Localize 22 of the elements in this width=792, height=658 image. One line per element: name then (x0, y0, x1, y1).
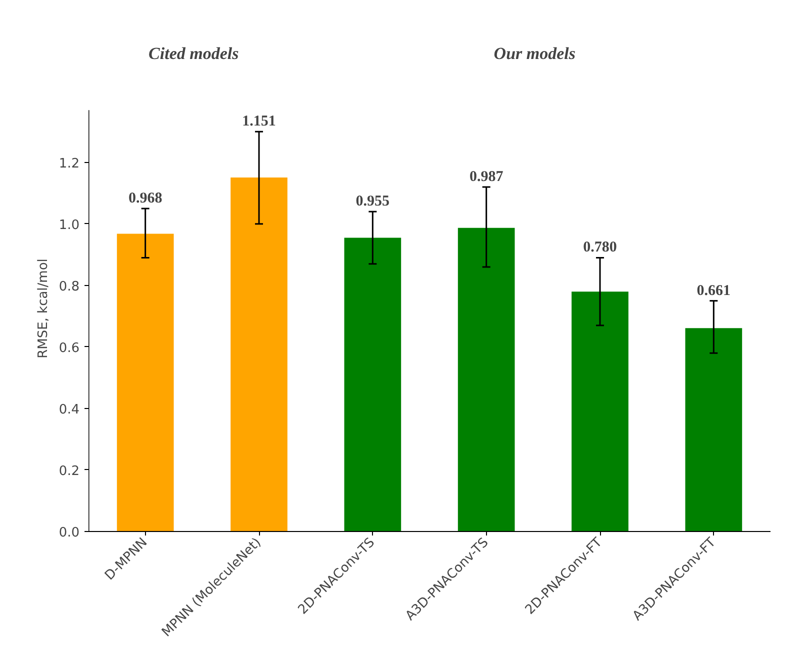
bar (458, 228, 515, 532)
bar (344, 238, 402, 532)
data-label: 0.955 (356, 194, 390, 210)
bar (685, 328, 742, 532)
y-tick-label: 1.2 (58, 156, 80, 172)
y-tick-label: 0.0 (58, 526, 80, 540)
data-label: 1.151 (242, 114, 276, 130)
bar (116, 234, 174, 532)
text: Our models (494, 44, 576, 63)
text: Cited models (148, 44, 240, 63)
data-label: 0.987 (469, 169, 504, 186)
y-tick-label: 0.6 (58, 340, 80, 356)
y-tick-label: 0.4 (58, 402, 80, 418)
data-label: 0.968 (128, 190, 162, 207)
y-tick-label: 0.2 (58, 464, 80, 479)
y-tick-label: 1.0 (58, 218, 80, 233)
bar (230, 177, 288, 532)
y-axis-title: RMSE, kcal/mol (36, 258, 51, 358)
bar (572, 292, 628, 532)
data-label: 0.780 (583, 240, 617, 256)
y-tick-label: 0.8 (58, 279, 80, 294)
data-label: 0.661 (696, 282, 731, 299)
